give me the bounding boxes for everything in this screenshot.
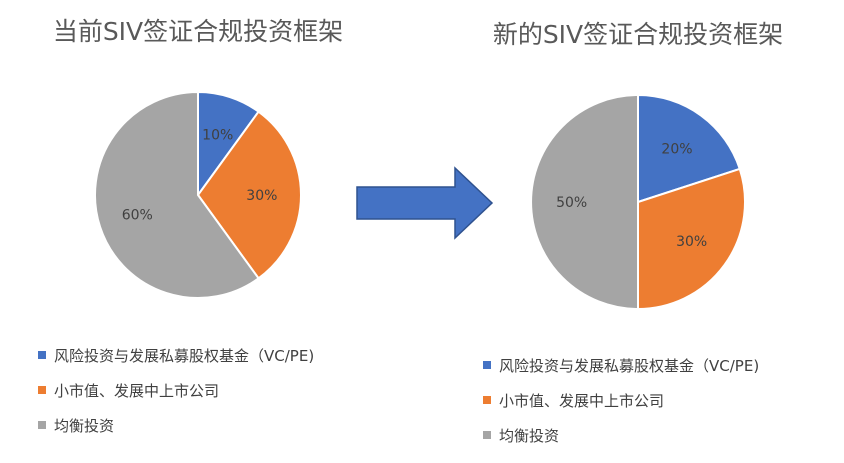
legend-label-small-cap: 小市值、发展中上市公司 — [54, 382, 219, 400]
data-label-small-cap: 30% — [246, 188, 277, 204]
data-label-balanced: 50% — [556, 195, 587, 211]
legend-swatch-balanced — [483, 431, 491, 439]
legend-swatch-vc-pe — [38, 351, 46, 359]
chart-title-current: 当前SIV签证合规投资框架 — [53, 17, 343, 46]
legend-label-small-cap: 小市值、发展中上市公司 — [499, 392, 664, 410]
pie-slice-balanced — [94, 90, 260, 299]
legend-label-vc-pe: 风险投资与发展私募股权基金（VC/PE) — [54, 347, 314, 365]
legend-label-vc-pe: 风险投资与发展私募股权基金（VC/PE) — [499, 357, 759, 375]
pie-slice-small-cap — [637, 167, 746, 311]
legend-label-balanced: 均衡投资 — [54, 417, 114, 435]
pie-chart-new: 20% 30% 50% — [530, 93, 746, 311]
chart-title-new: 新的SIV签证合规投资框架 — [493, 20, 783, 49]
legend-swatch-small-cap — [38, 386, 46, 394]
data-label-small-cap: 30% — [676, 234, 707, 250]
data-label-vc-pe: 10% — [202, 127, 233, 143]
legend-swatch-vc-pe — [483, 361, 491, 369]
pie-chart-current: 10% 30% 60% — [94, 90, 302, 299]
legend-swatch-balanced — [38, 421, 46, 429]
right-arrow-icon — [356, 166, 494, 240]
legend-swatch-small-cap — [483, 396, 491, 404]
legend-label-balanced: 均衡投资 — [499, 427, 559, 445]
pie-slice-small-cap — [196, 110, 302, 280]
data-label-vc-pe: 20% — [661, 141, 692, 157]
data-label-balanced: 60% — [122, 208, 153, 224]
pie-slice-vc-pe — [637, 93, 742, 204]
pie-slice-balanced — [530, 93, 639, 311]
